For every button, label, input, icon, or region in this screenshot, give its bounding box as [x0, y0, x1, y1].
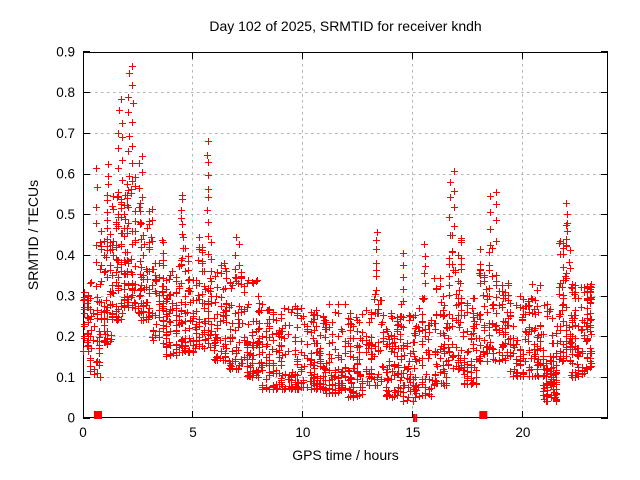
y-tick-label: 0.3 — [56, 289, 75, 304]
x-axis-label: GPS time / hours — [292, 447, 399, 463]
axis-ticks — [83, 51, 608, 419]
y-tick-label: 0.4 — [56, 248, 75, 263]
y-tick-label: 0.6 — [56, 167, 75, 182]
x-tick-label: 15 — [405, 425, 420, 440]
zero-square-marker — [479, 411, 488, 419]
y-tick-label: 0.8 — [56, 85, 75, 100]
x-tick-label: 5 — [189, 425, 197, 440]
x-tick-label: 20 — [515, 425, 530, 440]
x-tick-label: 10 — [295, 425, 310, 440]
zero-tick-marker — [413, 414, 416, 422]
y-tick-label: 0.5 — [56, 207, 75, 222]
zero-square-marker — [93, 411, 102, 419]
y-tick-label: 0 — [67, 411, 75, 426]
tick-labels: 0 5 10 15 20 0 0.1 0.2 0.3 0.4 0.5 0.6 0.7 0.8 0.9 — [56, 45, 530, 441]
gridlines — [83, 52, 608, 418]
y-tick-label: 0.1 — [56, 370, 75, 385]
y-tick-label: 0.9 — [56, 45, 75, 60]
x-tick-label: 0 — [79, 425, 87, 440]
plot-border — [83, 52, 608, 418]
y-tick-label: 0.7 — [56, 126, 75, 141]
chart-title: Day 102 of 2025, SRMTID for receiver knd… — [209, 18, 482, 34]
data-points — [80, 63, 595, 405]
zero-markers — [93, 411, 488, 422]
zero-tick-marker — [415, 414, 418, 422]
y-tick-label: 0.2 — [56, 329, 75, 344]
